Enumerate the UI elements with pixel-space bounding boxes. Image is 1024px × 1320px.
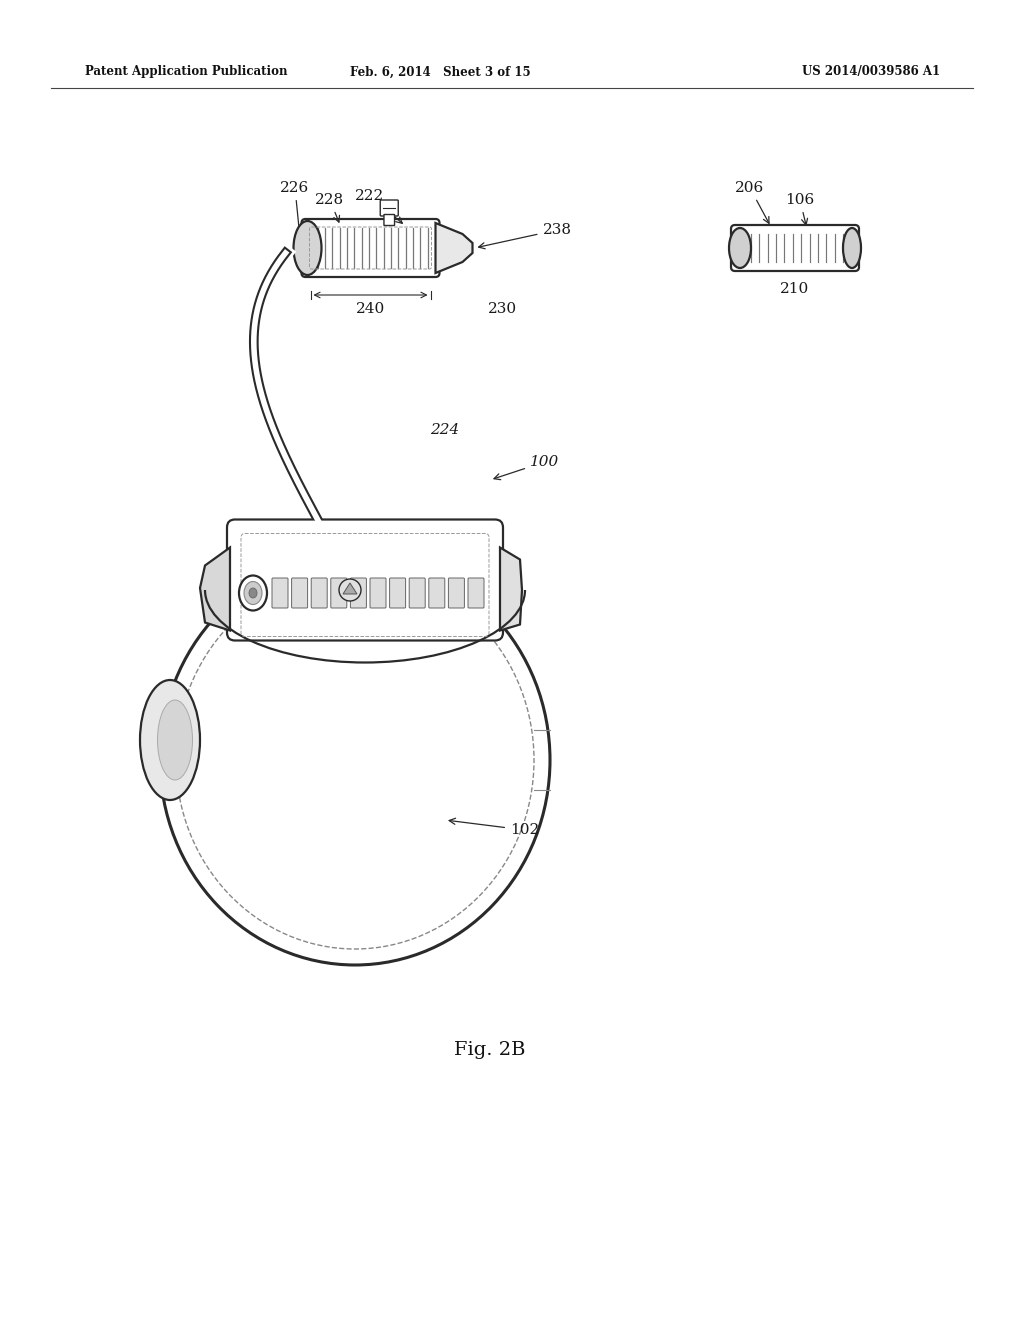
Polygon shape [200,548,230,631]
Ellipse shape [294,220,322,275]
Text: Patent Application Publication: Patent Application Publication [85,66,288,78]
Polygon shape [343,583,357,594]
FancyBboxPatch shape [350,578,367,609]
Text: 100: 100 [494,455,559,479]
Ellipse shape [843,228,861,268]
Text: 224: 224 [430,422,459,437]
FancyBboxPatch shape [389,578,406,609]
Ellipse shape [249,587,257,598]
Text: 226: 226 [281,181,309,239]
Ellipse shape [339,579,361,601]
Ellipse shape [160,554,550,965]
Text: 240: 240 [356,302,385,315]
Ellipse shape [239,576,267,610]
FancyBboxPatch shape [410,578,425,609]
Text: 210: 210 [780,282,810,296]
Text: 238: 238 [478,223,571,248]
Text: 206: 206 [735,181,769,223]
FancyBboxPatch shape [311,578,328,609]
Text: 144: 144 [227,539,269,597]
Ellipse shape [140,680,200,800]
Text: 150: 150 [315,535,344,569]
Text: 248: 248 [430,539,511,587]
FancyBboxPatch shape [449,578,465,609]
FancyBboxPatch shape [384,214,394,226]
FancyBboxPatch shape [292,578,307,609]
Ellipse shape [158,700,193,780]
FancyBboxPatch shape [468,578,484,609]
Polygon shape [435,223,472,273]
FancyBboxPatch shape [370,578,386,609]
FancyBboxPatch shape [380,201,398,216]
FancyBboxPatch shape [731,224,859,271]
Polygon shape [500,548,522,631]
Text: Feb. 6, 2014   Sheet 3 of 15: Feb. 6, 2014 Sheet 3 of 15 [349,66,530,78]
FancyBboxPatch shape [331,578,347,609]
FancyBboxPatch shape [301,219,439,277]
FancyBboxPatch shape [272,578,288,609]
Text: 102: 102 [450,818,540,837]
Ellipse shape [244,582,262,605]
Text: US 2014/0039586 A1: US 2014/0039586 A1 [802,66,940,78]
Text: 222: 222 [355,189,402,223]
Ellipse shape [729,228,751,268]
FancyBboxPatch shape [429,578,444,609]
Text: 230: 230 [487,302,517,315]
Text: Fig. 2B: Fig. 2B [455,1041,525,1059]
FancyBboxPatch shape [227,520,503,640]
Text: 106: 106 [785,193,815,224]
Text: 228: 228 [315,193,344,222]
